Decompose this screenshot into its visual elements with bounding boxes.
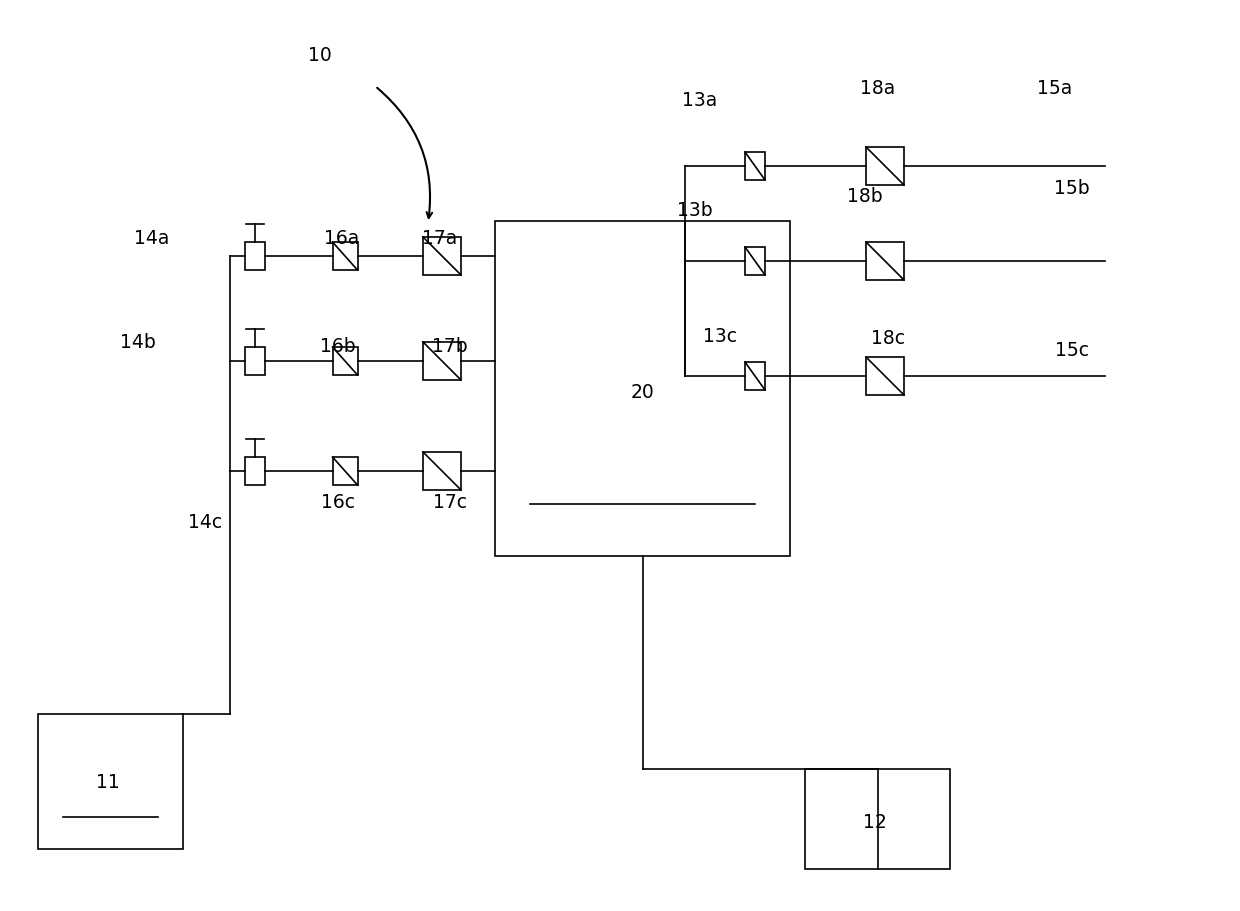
Text: 17b: 17b (433, 336, 467, 355)
FancyBboxPatch shape (745, 362, 765, 390)
Text: 15c: 15c (1055, 342, 1089, 361)
FancyBboxPatch shape (495, 221, 790, 556)
FancyBboxPatch shape (246, 347, 265, 375)
Text: 17c: 17c (433, 494, 467, 513)
Text: 13a: 13a (682, 91, 718, 110)
FancyBboxPatch shape (246, 242, 265, 270)
Text: 15a: 15a (1038, 79, 1073, 98)
FancyBboxPatch shape (866, 242, 904, 280)
Text: 11: 11 (97, 773, 120, 793)
Text: 18c: 18c (870, 330, 905, 349)
Text: 18b: 18b (847, 187, 883, 206)
FancyBboxPatch shape (332, 347, 357, 375)
Text: 14b: 14b (120, 333, 156, 353)
Text: 16a: 16a (325, 230, 360, 249)
FancyBboxPatch shape (866, 147, 904, 185)
Text: 12: 12 (863, 814, 887, 833)
Text: 16b: 16b (320, 336, 356, 355)
FancyBboxPatch shape (332, 457, 357, 485)
Text: 13c: 13c (703, 326, 737, 345)
FancyBboxPatch shape (805, 769, 950, 869)
Text: 17a: 17a (423, 230, 458, 249)
FancyBboxPatch shape (423, 342, 461, 380)
FancyBboxPatch shape (423, 452, 461, 490)
FancyBboxPatch shape (246, 457, 265, 485)
Text: 15b: 15b (1054, 179, 1090, 199)
FancyBboxPatch shape (332, 242, 357, 270)
FancyBboxPatch shape (38, 714, 184, 849)
FancyBboxPatch shape (745, 247, 765, 275)
Text: 20: 20 (630, 384, 653, 403)
FancyBboxPatch shape (866, 357, 904, 395)
Text: 14c: 14c (188, 514, 222, 533)
Text: 13b: 13b (677, 201, 713, 220)
Text: 16c: 16c (321, 494, 355, 513)
FancyBboxPatch shape (423, 237, 461, 275)
Text: 10: 10 (308, 46, 332, 66)
Text: 18a: 18a (861, 79, 895, 98)
Text: 14a: 14a (134, 230, 170, 249)
FancyBboxPatch shape (745, 152, 765, 180)
